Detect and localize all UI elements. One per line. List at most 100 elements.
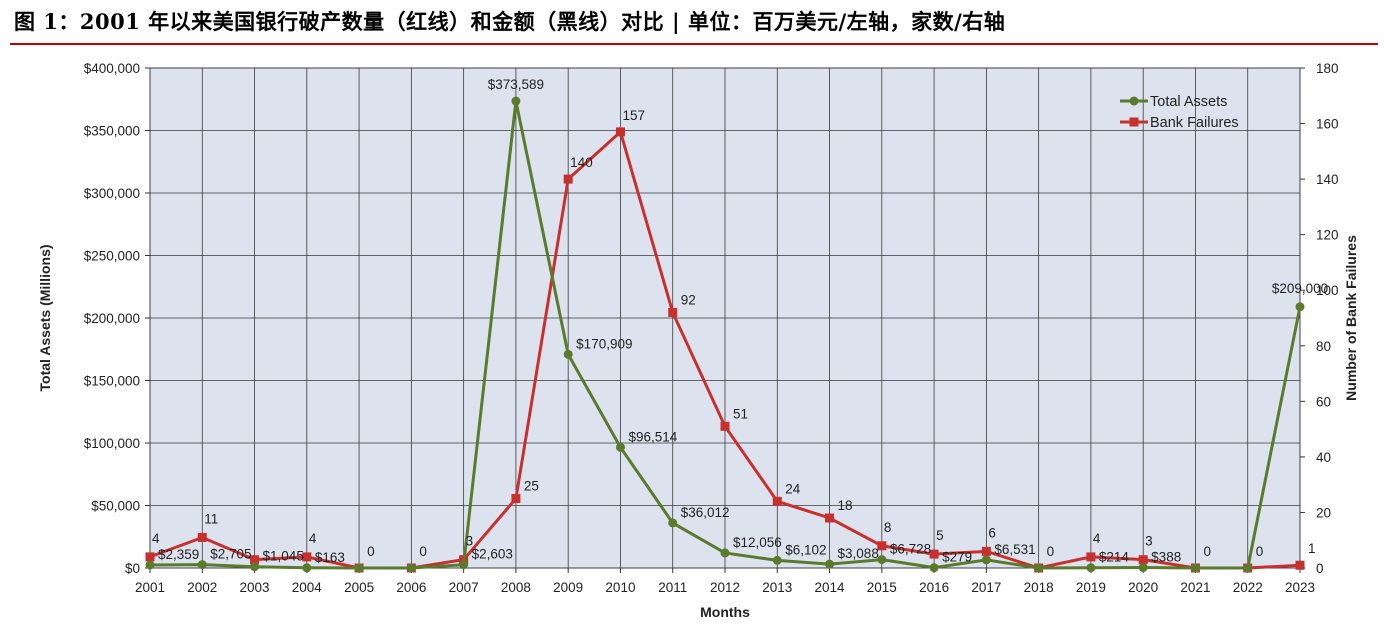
bank-failures-data-label: 0	[1047, 544, 1055, 559]
bank-failures-data-label: 157	[622, 108, 645, 123]
right-tick-label: 40	[1316, 450, 1331, 465]
right-axis-label: Number of Bank Failures	[1343, 235, 1359, 401]
bank-failures-marker	[668, 307, 678, 317]
bank-failures-marker	[1295, 560, 1305, 570]
total-assets-data-label: $2,705	[210, 547, 251, 562]
title-rule	[10, 43, 1378, 45]
right-tick-label: 20	[1316, 505, 1331, 520]
total-assets-marker	[406, 563, 416, 573]
right-tick-label: 160	[1316, 117, 1339, 132]
total-assets-data-label: $373,589	[488, 77, 544, 92]
bank-failures-marker	[981, 546, 991, 556]
legend: Total Assets Bank Failures	[1120, 94, 1239, 131]
series-layer	[145, 96, 1305, 573]
bank-failures-data-label: 3	[1145, 534, 1153, 549]
total-assets-data-label: $388	[1151, 550, 1181, 565]
bank-failures-data-label: 6	[988, 525, 996, 540]
right-tick-label: 180	[1316, 61, 1339, 76]
bank-failures-data-label: 140	[570, 155, 593, 170]
left-tick-label: $350,000	[84, 124, 140, 139]
total-assets-marker	[720, 548, 730, 558]
left-tick-label: $0	[125, 561, 140, 576]
total-assets-marker	[511, 96, 521, 106]
left-tick-label: $250,000	[84, 249, 140, 264]
total-assets-data-label: $96,514	[628, 429, 677, 444]
bank-failures-marker	[772, 496, 782, 506]
bank-failures-data-label: 5	[936, 528, 944, 543]
x-tick-label: 2021	[1180, 580, 1210, 595]
legend-total-assets: Total Assets	[1150, 94, 1227, 110]
bank-failures-data-label: 18	[838, 498, 853, 513]
x-tick-label: 2012	[710, 580, 740, 595]
bank-failures-marker	[720, 421, 730, 431]
total-assets-marker	[929, 563, 939, 573]
total-assets-data-label: $2,359	[158, 547, 199, 562]
total-assets-marker	[250, 562, 260, 572]
x-tick-label: 2020	[1128, 580, 1158, 595]
bank-failures-marker	[615, 127, 625, 137]
total-assets-data-label: $6,728	[890, 542, 931, 557]
total-assets-marker	[1295, 302, 1305, 312]
total-assets-data-label: $279	[942, 550, 972, 565]
left-axis-label: Total Assets (Millions)	[37, 244, 53, 391]
x-tick-label: 2023	[1285, 580, 1315, 595]
bank-failures-marker	[929, 549, 939, 559]
legend-total-assets-marker	[1129, 96, 1139, 106]
right-tick-label: 0	[1316, 561, 1324, 576]
x-tick-label: 2009	[553, 580, 583, 595]
bank-failures-marker	[877, 541, 887, 551]
bank-failures-data-label: 11	[204, 511, 218, 526]
x-tick-label: 2004	[292, 580, 323, 595]
x-tick-label: 2016	[919, 580, 949, 595]
total-assets-data-label: $163	[315, 550, 345, 565]
total-assets-marker	[668, 518, 678, 528]
total-assets-marker	[825, 559, 835, 569]
total-assets-data-label: $12,056	[733, 535, 782, 550]
x-tick-label: 2003	[240, 580, 270, 595]
left-tick-label: $50,000	[91, 499, 140, 514]
bank-failures-data-label: 25	[524, 479, 539, 494]
total-assets-marker	[772, 555, 782, 565]
total-assets-marker	[1034, 563, 1044, 573]
x-tick-label: 2017	[971, 580, 1001, 595]
x-axis-ticks: 2001 2002 2003 2004 2005 2006 2007 2008 2009 2010…	[135, 568, 1315, 595]
bank-failures-data-label: 0	[1256, 544, 1264, 559]
total-assets-marker	[1138, 563, 1148, 573]
bank-failures-data-label: 24	[785, 481, 801, 496]
figure-title: 图 1：2001 年以来美国银行破产数量（红线）和金额（黑线）对比 | 单位：百…	[14, 9, 1006, 34]
total-assets-marker	[615, 442, 625, 452]
x-tick-label: 2014	[815, 580, 846, 595]
right-tick-label: 80	[1316, 339, 1331, 354]
legend-bank-failures: Bank Failures	[1150, 115, 1239, 131]
right-axis-ticks: 0 20 40 60 80 100 120 140 160 180	[1300, 61, 1339, 576]
left-axis-ticks: $0 $50,000 $100,000 $150,000 $200,000 $250,00…	[84, 61, 140, 576]
total-assets-data-label: $6,531	[994, 542, 1035, 557]
left-tick-label: $300,000	[84, 186, 140, 201]
bank-failures-marker	[145, 552, 155, 562]
x-tick-label: 2008	[501, 580, 531, 595]
x-tick-label: 2018	[1024, 580, 1054, 595]
total-assets-data-label: $1,045	[263, 549, 304, 564]
x-tick-label: 2011	[658, 580, 687, 595]
total-assets-data-label: $36,012	[681, 505, 730, 520]
bank-failures-data-label: 0	[1203, 544, 1211, 559]
bank-failures-data-label: 3	[466, 534, 474, 549]
total-assets-data-label: $3,088	[838, 546, 879, 561]
total-assets-marker	[1086, 563, 1096, 573]
gridlines	[145, 67, 1301, 569]
x-tick-label: 2010	[605, 580, 635, 595]
right-tick-label: 120	[1316, 228, 1339, 243]
bank-failures-marker	[511, 494, 521, 504]
total-assets-marker	[459, 560, 469, 570]
left-tick-label: $200,000	[84, 311, 140, 326]
total-assets-marker	[302, 563, 312, 573]
left-tick-label: $100,000	[84, 436, 140, 451]
total-assets-marker	[1190, 563, 1200, 573]
right-tick-label: 100	[1316, 283, 1339, 298]
bank-failures-marker	[563, 174, 573, 184]
bank-failures-data-label: 0	[367, 544, 375, 559]
x-tick-label: 2001	[135, 580, 165, 595]
left-tick-label: $400,000	[84, 61, 140, 76]
total-assets-marker	[197, 560, 207, 570]
